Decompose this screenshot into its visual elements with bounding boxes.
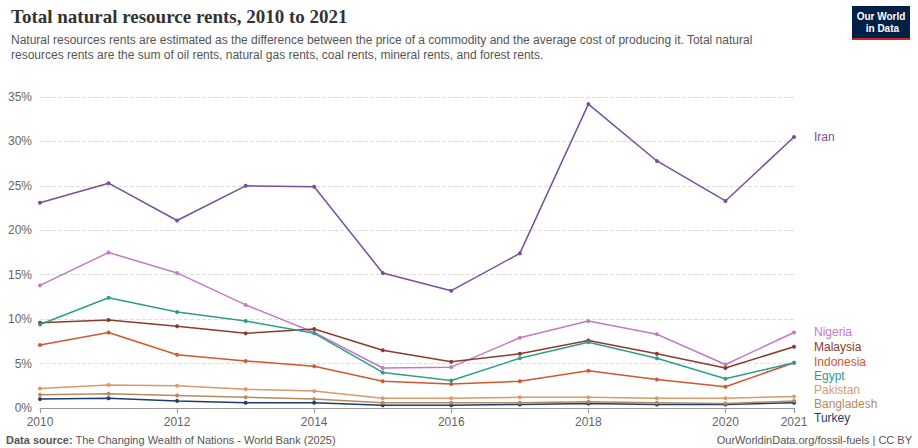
- svg-text:5%: 5%: [15, 357, 33, 371]
- svg-text:Indonesia: Indonesia: [814, 355, 866, 369]
- svg-text:Malaysia: Malaysia: [814, 340, 862, 354]
- svg-text:Pakistan: Pakistan: [814, 383, 860, 397]
- svg-text:Iran: Iran: [814, 130, 835, 144]
- svg-text:2010: 2010: [27, 415, 54, 429]
- svg-text:10%: 10%: [8, 312, 32, 326]
- svg-text:Egypt: Egypt: [814, 369, 845, 383]
- svg-text:20%: 20%: [8, 223, 32, 237]
- svg-text:in Data: in Data: [863, 23, 900, 34]
- svg-text:30%: 30%: [8, 134, 32, 148]
- svg-text:Our World: Our World: [857, 11, 906, 22]
- svg-text:35%: 35%: [8, 90, 32, 104]
- svg-text:Natural resources rents are es: Natural resources rents are estimated as…: [11, 33, 756, 47]
- svg-text:15%: 15%: [8, 268, 32, 282]
- svg-text:The Changing Wealth of Nations: The Changing Wealth of Nations - World B…: [73, 434, 336, 446]
- svg-text:Bangladesh: Bangladesh: [814, 397, 877, 411]
- svg-text:OurWorldinData.org/fossil-fuel: OurWorldinData.org/fossil-fuels | CC BY: [717, 434, 913, 446]
- svg-text:2018: 2018: [575, 415, 602, 429]
- svg-text:Nigeria: Nigeria: [814, 325, 852, 339]
- svg-text:25%: 25%: [8, 179, 32, 193]
- svg-text:2014: 2014: [301, 415, 328, 429]
- svg-text:2016: 2016: [438, 415, 465, 429]
- svg-text:Total natural resource rents,: Total natural resource rents, 2010 to 20…: [11, 6, 348, 27]
- svg-text:2012: 2012: [164, 415, 191, 429]
- svg-text:Data source:: Data source:: [6, 434, 73, 446]
- svg-text:Turkey: Turkey: [814, 411, 850, 425]
- svg-text:0%: 0%: [15, 401, 33, 415]
- svg-text:2020: 2020: [712, 415, 739, 429]
- svg-text:2021: 2021: [781, 415, 808, 429]
- svg-text:resources rents are the sum of: resources rents are the sum of oil rents…: [11, 48, 543, 62]
